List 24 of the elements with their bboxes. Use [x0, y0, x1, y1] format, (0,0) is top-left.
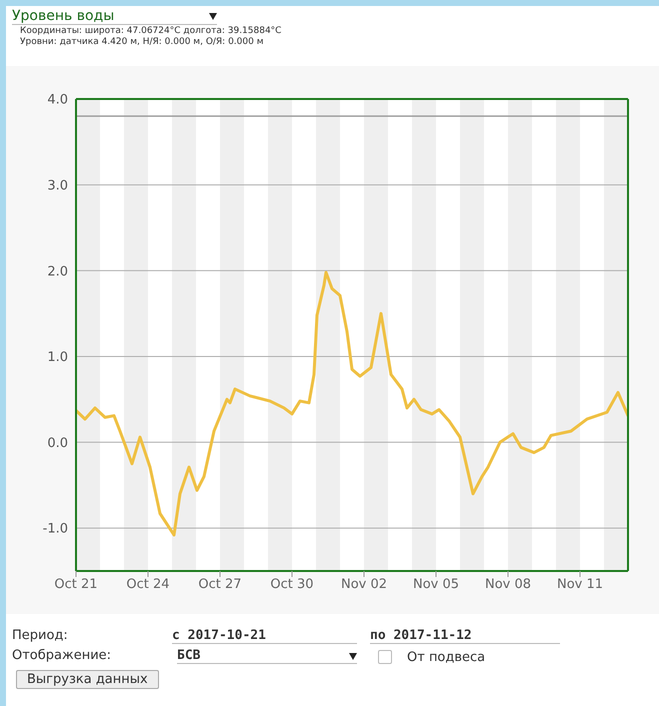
x-tick-label: Oct 30 — [270, 577, 314, 592]
y-tick-label: 2.0 — [47, 264, 68, 280]
x-tick-label: Oct 21 — [54, 577, 98, 592]
x-tick-label: Nov 02 — [340, 577, 388, 592]
y-tick-label: 3.0 — [47, 178, 68, 194]
text: От подвеса — [407, 650, 486, 665]
chart-title: Уровень воды — [12, 8, 114, 24]
x-tick-label: Nov 05 — [412, 577, 460, 592]
text: по 2017-11-12 — [370, 628, 560, 644]
text: с 2017-10-21 — [172, 628, 357, 644]
line-series — [76, 270, 628, 536]
x-tick-label: Nov 08 — [484, 577, 532, 592]
y-tick-label: 1.0 — [47, 350, 68, 366]
y-tick-label: 0.0 — [47, 436, 68, 451]
text: Выгрузка данных — [16, 670, 159, 689]
y-tick-label: -1.0 — [42, 522, 68, 537]
x-tick-label: Oct 24 — [126, 577, 170, 592]
x-tick-label: Oct 27 — [198, 577, 242, 592]
text: БСВ — [177, 648, 200, 663]
text: Отображение: — [12, 648, 112, 663]
y-tick-label: 4.0 — [47, 92, 68, 108]
x-tick-label: Nov 11 — [556, 577, 604, 592]
text: Период: — [12, 628, 68, 643]
chart-subtitle: Координаты: широта: 47.06724°С долгота: 39.15884°С Уровни: датчика 4.420 м, Н/Я: 0.000 м, О/Я: 0.000 м — [20, 26, 282, 47]
